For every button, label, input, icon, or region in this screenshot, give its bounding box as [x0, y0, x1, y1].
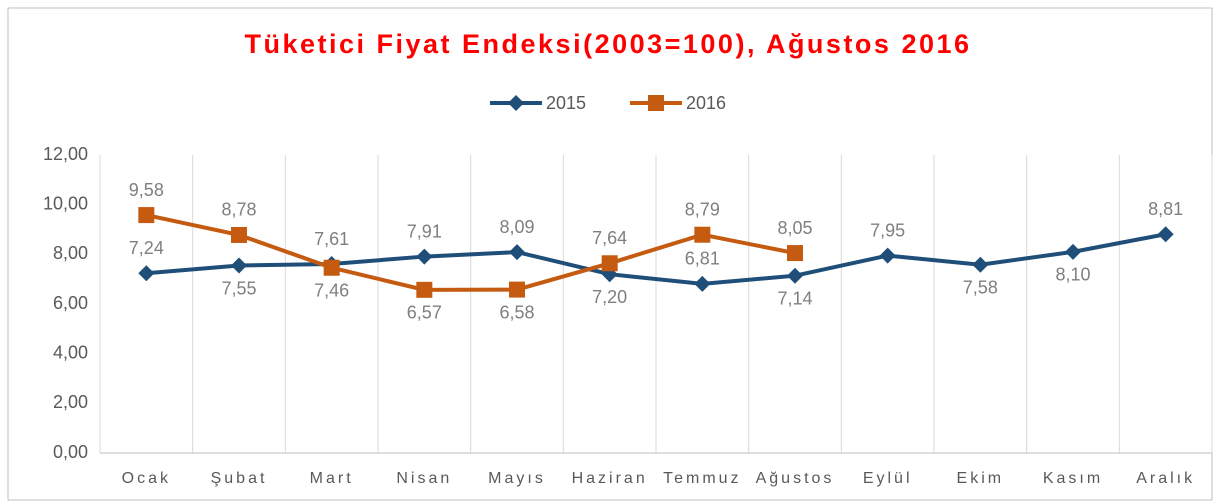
- data-label: 7,61: [314, 229, 349, 249]
- data-label: 7,14: [777, 288, 812, 308]
- data-label: 6,58: [499, 302, 534, 322]
- y-tick-label: 10,00: [43, 193, 88, 213]
- data-label: 6,57: [407, 303, 442, 323]
- y-tick-label: 4,00: [53, 342, 88, 362]
- data-label: 8,81: [1148, 199, 1183, 219]
- chart-frame: [7, 7, 1213, 501]
- data-label: 7,64: [592, 228, 627, 248]
- legend-label: 2015: [546, 93, 586, 113]
- data-point: [601, 255, 618, 272]
- x-tick-label: Eylül: [863, 470, 913, 487]
- x-tick-label: Ocak: [122, 470, 171, 487]
- x-tick-label: Kasım: [1043, 470, 1103, 487]
- y-tick-label: 0,00: [53, 442, 88, 462]
- chart-title: Tüketici Fiyat Endeksi(2003=100), Ağusto…: [244, 29, 971, 59]
- x-tick-label: Şubat: [211, 470, 268, 487]
- data-label: 8,05: [777, 218, 812, 238]
- data-point: [138, 265, 155, 282]
- x-tick-label: Ağustos: [756, 470, 835, 487]
- x-tick-label: Temmuz: [663, 470, 741, 487]
- data-label: 7,20: [592, 287, 627, 307]
- y-tick-label: 12,00: [43, 144, 88, 164]
- data-label: 7,46: [314, 280, 349, 300]
- x-tick-label: Aralık: [1136, 470, 1195, 487]
- data-point: [323, 259, 340, 276]
- data-label: 9,58: [129, 180, 164, 200]
- data-point: [879, 247, 896, 264]
- x-tick-label: Mart: [310, 470, 354, 487]
- data-label: 7,95: [870, 220, 905, 240]
- legend-marker: [508, 95, 524, 111]
- legend-label: 2016: [686, 93, 726, 113]
- data-label: 8,79: [685, 199, 720, 219]
- data-label: 8,78: [221, 200, 256, 220]
- data-point: [138, 207, 155, 224]
- y-tick-label: 6,00: [53, 293, 88, 313]
- data-label: 7,24: [129, 238, 164, 258]
- data-point: [694, 275, 711, 292]
- data-point: [787, 245, 803, 262]
- data-label: 7,58: [963, 278, 998, 298]
- y-tick-label: 2,00: [53, 392, 88, 412]
- data-point: [231, 226, 247, 243]
- data-label: 7,91: [407, 221, 442, 241]
- data-label: 7,55: [221, 278, 256, 298]
- x-tick-label: Ekim: [957, 470, 1005, 487]
- x-tick-label: Haziran: [572, 470, 648, 487]
- data-point: [231, 257, 247, 274]
- data-point: [1065, 243, 1081, 260]
- data-point: [972, 256, 989, 273]
- data-label: 8,10: [1055, 265, 1090, 285]
- y-tick-label: 8,00: [53, 243, 88, 263]
- x-tick-label: Nisan: [396, 470, 452, 487]
- x-tick-label: Mayıs: [488, 470, 546, 487]
- data-point: [509, 244, 525, 261]
- legend-marker: [648, 95, 664, 111]
- series-line: [145, 213, 796, 292]
- data-point: [509, 281, 525, 298]
- data-point: [694, 226, 711, 243]
- data-point: [787, 267, 803, 284]
- data-label: 6,81: [685, 249, 720, 269]
- data-label: 8,09: [499, 217, 534, 237]
- data-point: [1157, 226, 1174, 243]
- data-point: [416, 281, 433, 298]
- data-point: [416, 248, 433, 265]
